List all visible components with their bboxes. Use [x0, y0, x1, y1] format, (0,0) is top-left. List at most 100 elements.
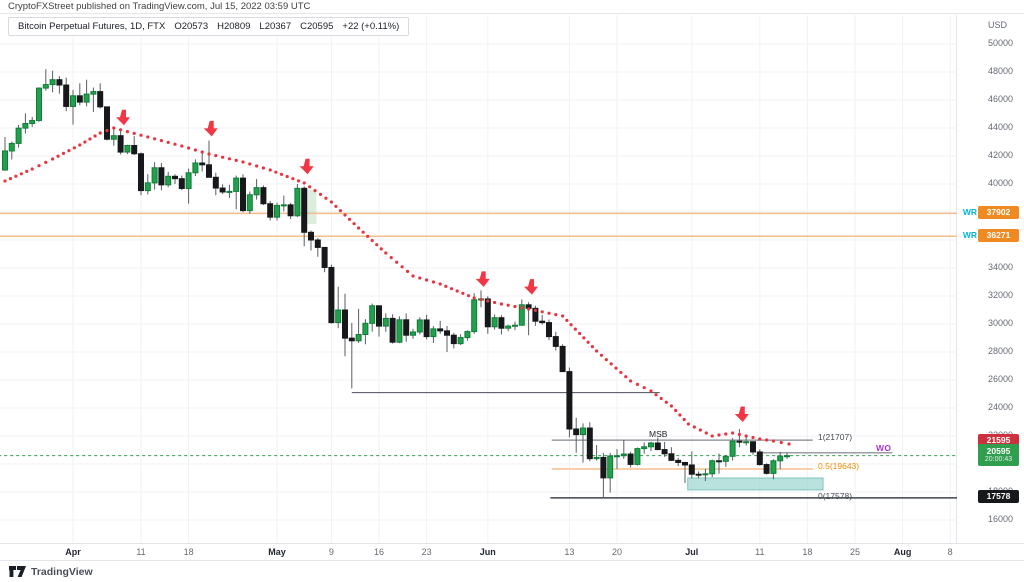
candle[interactable] [287, 204, 294, 217]
candle[interactable] [580, 427, 586, 436]
candle[interactable] [376, 305, 382, 327]
candle[interactable] [423, 319, 430, 338]
candle[interactable] [654, 442, 661, 451]
candle[interactable] [70, 95, 76, 107]
candle[interactable] [743, 441, 750, 444]
candle[interactable] [15, 127, 22, 144]
symbol-legend[interactable]: Bitcoin Perpetual Futures, 1D, FTX O2057… [8, 17, 410, 36]
price-badge-37902[interactable]: 37902 [978, 205, 1019, 219]
candle[interactable] [430, 328, 437, 338]
candle[interactable] [253, 187, 260, 196]
candle[interactable] [620, 453, 627, 457]
candle[interactable] [457, 337, 464, 345]
candle[interactable] [138, 153, 144, 192]
candle[interactable] [335, 309, 342, 324]
candle[interactable] [641, 446, 648, 450]
candle[interactable] [559, 345, 566, 373]
candle[interactable] [178, 178, 185, 189]
candle[interactable] [362, 322, 369, 335]
candle[interactable] [294, 187, 301, 217]
candle[interactable] [104, 106, 110, 140]
price-badge-20595[interactable]: 20595 20:00:43 [978, 443, 1019, 466]
candle[interactable] [36, 87, 42, 121]
candle[interactable] [355, 334, 362, 342]
candle[interactable] [348, 337, 355, 342]
candle[interactable] [246, 194, 253, 212]
candle[interactable] [144, 182, 151, 192]
candle[interactable] [240, 177, 246, 212]
candle[interactable] [117, 135, 124, 153]
candle[interactable] [158, 167, 165, 186]
candle[interactable] [770, 460, 777, 474]
candle[interactable] [83, 93, 90, 103]
candle[interactable] [131, 145, 138, 155]
candle[interactable] [546, 322, 552, 338]
candle[interactable] [151, 167, 158, 184]
candle[interactable] [382, 317, 389, 327]
candle[interactable] [627, 453, 634, 465]
candle[interactable] [471, 299, 478, 333]
candle[interactable] [736, 440, 743, 443]
candle[interactable] [709, 460, 716, 475]
candle[interactable] [437, 328, 444, 332]
candle[interactable] [593, 456, 600, 460]
candle[interactable] [505, 325, 512, 329]
candle[interactable] [634, 448, 641, 465]
candle[interactable] [464, 331, 471, 339]
candle[interactable] [280, 204, 287, 207]
candle[interactable] [668, 453, 675, 461]
candle[interactable] [172, 175, 178, 180]
candle[interactable] [301, 187, 308, 233]
candle[interactable] [756, 451, 763, 466]
candle[interactable] [648, 442, 654, 448]
candle[interactable] [8, 142, 15, 152]
candle[interactable] [682, 461, 688, 466]
candlestick-plot[interactable] [0, 14, 957, 544]
candle[interactable] [22, 123, 29, 129]
candle[interactable] [76, 95, 83, 103]
candle[interactable] [702, 473, 709, 476]
candle[interactable] [165, 175, 172, 186]
candle[interactable] [784, 455, 790, 458]
candle[interactable] [110, 135, 117, 140]
candle[interactable] [29, 119, 36, 125]
candle[interactable] [267, 203, 274, 218]
candle[interactable] [314, 239, 321, 248]
candle[interactable] [716, 460, 722, 463]
candle[interactable] [498, 317, 505, 329]
candle[interactable] [607, 455, 614, 479]
candle[interactable] [491, 317, 498, 328]
candle[interactable] [192, 162, 199, 174]
candle[interactable] [328, 266, 335, 324]
candle[interactable] [321, 246, 328, 268]
candle[interactable] [661, 449, 668, 455]
candle[interactable] [573, 428, 580, 436]
candle[interactable] [49, 79, 56, 86]
candle[interactable] [63, 84, 70, 107]
candle[interactable] [532, 307, 539, 322]
candle[interactable] [512, 324, 518, 327]
candle[interactable] [260, 187, 267, 205]
candle[interactable] [403, 319, 410, 336]
candle[interactable] [484, 298, 491, 328]
candle[interactable] [777, 455, 784, 462]
candle[interactable] [600, 456, 607, 479]
price-badge-17578[interactable]: 17578 [978, 490, 1019, 504]
price-badge-36271[interactable]: 36271 [978, 228, 1019, 242]
candle[interactable] [675, 459, 682, 463]
candle[interactable] [308, 231, 314, 241]
chart-area[interactable]: Bitcoin Perpetual Futures, 1D, FTX O2057… [0, 14, 957, 544]
candle[interactable] [124, 145, 131, 153]
candle[interactable] [212, 176, 219, 189]
candle[interactable] [56, 79, 63, 86]
candle[interactable] [410, 331, 416, 336]
candle[interactable] [342, 309, 348, 339]
candle[interactable] [185, 172, 192, 189]
candle[interactable] [199, 162, 206, 166]
candle[interactable] [206, 164, 212, 178]
candle[interactable] [750, 441, 756, 453]
candle[interactable] [389, 317, 396, 343]
candle[interactable] [614, 455, 620, 458]
candle[interactable] [552, 336, 559, 347]
candle[interactable] [518, 304, 525, 326]
